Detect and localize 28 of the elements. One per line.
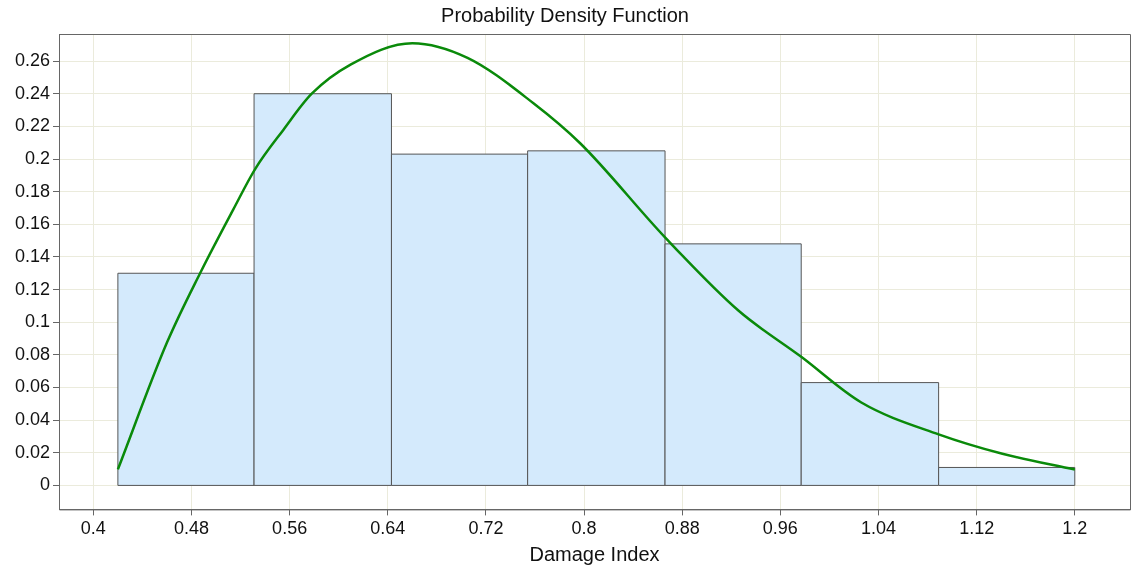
x-axis-title: Damage Index (529, 542, 660, 565)
y-tick-label: 0.12 (14, 278, 50, 299)
x-tick-label: 0.4 (80, 518, 106, 539)
y-tick-label: 0.02 (14, 441, 50, 462)
x-tick-label: 0.56 (272, 518, 308, 539)
line-series (116, 41, 1077, 471)
y-tick-label: 0.14 (14, 245, 50, 266)
y-tick-label: 0.26 (14, 50, 50, 71)
x-tick-label: 0.72 (468, 518, 504, 539)
y-tick-label: 0.2 (24, 147, 50, 168)
y-tick-label: 0.06 (14, 376, 50, 397)
x-tick-label: 0.88 (664, 518, 700, 539)
y-tick-label: 0 (39, 474, 50, 495)
y-tick-label: 0.18 (14, 180, 50, 201)
x-tick-label: 1.12 (959, 518, 995, 539)
x-tick-label: 0.96 (762, 518, 798, 539)
y-tick-label: 0.16 (14, 213, 50, 234)
x-tick-label: 0.48 (173, 518, 210, 539)
x-tick-label: 1.04 (860, 518, 897, 539)
y-tick-label: 0.24 (14, 82, 50, 103)
x-tick-label: 1.2 (1062, 518, 1088, 539)
x-tick-label: 0.8 (571, 518, 597, 539)
y-tick-label: 0.04 (14, 409, 50, 430)
x-tick-label: 0.64 (370, 518, 406, 539)
chart-title: Probability Density Function (441, 3, 689, 26)
y-tick-label: 0.22 (14, 115, 50, 136)
y-tick-label: 0.1 (24, 311, 50, 332)
y-tick-label: 0.08 (14, 343, 50, 364)
